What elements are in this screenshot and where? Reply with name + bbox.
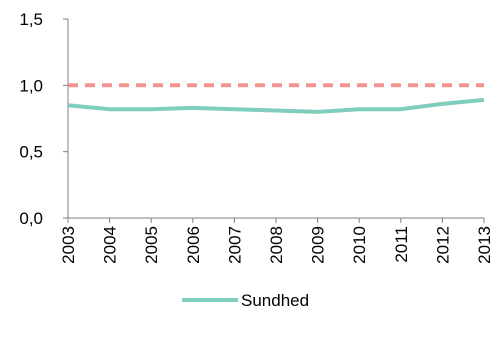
x-tick-label: 2010	[350, 226, 369, 264]
x-tick-label: 2006	[184, 226, 203, 264]
x-tick-group: 2003 2004 2005 2006 2007 2008 2009 2010 2011 2012…	[59, 218, 494, 264]
series-line-sundhed	[67, 97, 485, 114]
y-tick-label: 0,5	[19, 143, 43, 162]
y-tick-label: 1,0	[19, 76, 43, 95]
x-tick-label: 2005	[142, 226, 161, 264]
x-tick-label: 2003	[59, 226, 78, 264]
y-tick-group: 0,0 0,5 1,0 1,5	[19, 10, 68, 228]
legend: Sundhed	[182, 291, 309, 310]
series-layer	[67, 83, 485, 114]
x-tick-label: 2013	[475, 226, 494, 264]
y-tick-label: 0,0	[19, 209, 43, 228]
legend-label: Sundhed	[241, 291, 309, 310]
x-tick-label: 2009	[309, 226, 328, 264]
x-tick-label: 2011	[392, 226, 411, 263]
y-axis: 0,0 0,5 1,0 1,5	[19, 10, 69, 228]
x-tick-label: 2007	[225, 226, 244, 264]
y-tick-label: 1,5	[19, 10, 43, 29]
x-tick-label: 2012	[433, 226, 452, 264]
x-tick-label: 2004	[101, 226, 120, 264]
x-axis: 2003 2004 2005 2006 2007 2008 2009 2010 2011 2012…	[59, 217, 494, 264]
x-tick-label: 2008	[267, 226, 286, 264]
